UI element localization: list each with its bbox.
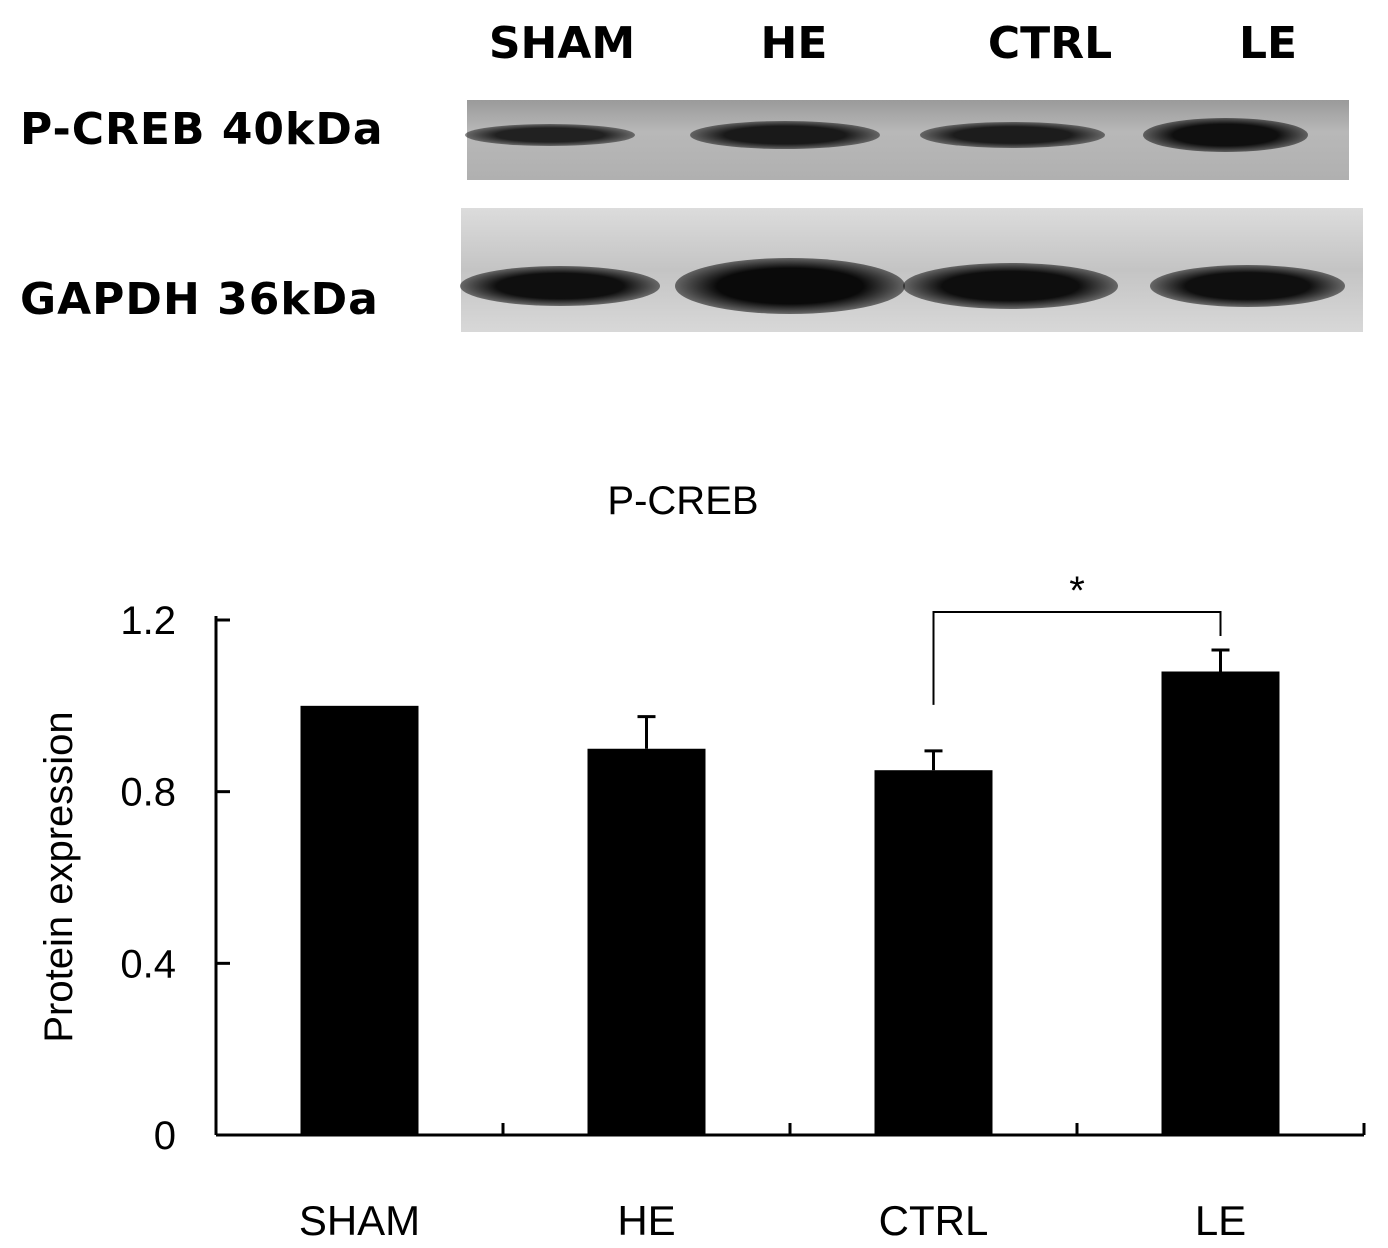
blot-band-sham [465,124,635,146]
blot-band-le [1149,265,1345,307]
blot-strip-gapdh [460,208,1363,332]
bar-chart: P-CREB Protein expression 0 0.4 0.8 1.2 SHAM… [37,479,1366,1244]
significance-bracket: * [932,569,1222,705]
blot-row-label-gapdh: GAPDH 36kDa [20,274,379,325]
blot-row-label-pcreb: P-CREB 40kDa [20,104,384,155]
bar-le [1161,671,1280,1135]
x-tick-label-sham: SHAM [299,1197,420,1244]
blot-band-sham [460,266,660,306]
bar-sham [300,705,419,1135]
x-tick-label-he: HE [617,1197,675,1244]
error-bars [637,648,1230,771]
lane-label-sham: SHAM [488,18,636,69]
x-tick-label-le: LE [1195,1197,1246,1244]
chart-title: P-CREB [607,479,758,523]
blot-band-ctrl [902,263,1118,309]
bars [300,671,1280,1135]
x-tick-label-ctrl: CTRL [879,1197,989,1244]
significance-asterisk: * [1069,569,1085,613]
y-axis-label: Protein expression [37,711,81,1042]
lane-label-le: LE [1238,18,1298,69]
lane-label-ctrl: CTRL [987,18,1113,69]
blot-band-he [675,258,905,314]
bar-he [587,748,706,1135]
bar-ctrl [874,770,993,1135]
significance-line [932,611,1222,705]
blot-band-ctrl [919,122,1105,148]
y-tick-label: 1.2 [120,599,176,643]
blot-band-he [690,121,880,149]
y-tick-label: 0.8 [120,771,176,815]
blot-band-le [1142,118,1308,152]
lane-label-he: HE [760,18,828,69]
blot-strip-pcreb [465,100,1349,180]
y-tick-label: 0.4 [120,942,176,986]
y-tick-label: 0 [154,1114,176,1158]
